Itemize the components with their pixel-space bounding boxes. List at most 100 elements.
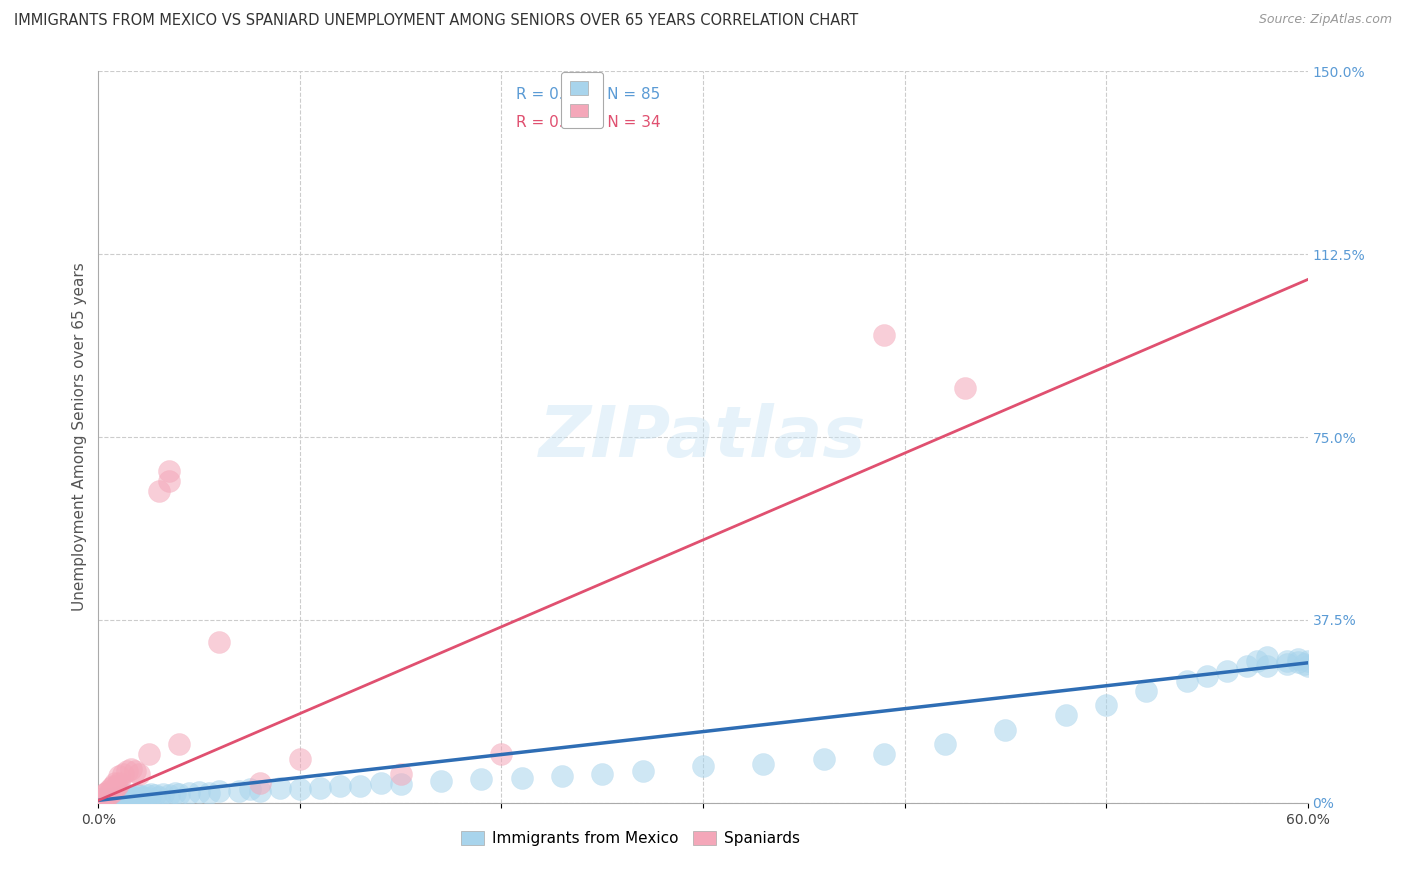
Immigrants from Mexico xyxy=(1296,654,1319,668)
Immigrants from Mexico xyxy=(1277,654,1299,668)
Spaniards xyxy=(100,781,122,796)
Immigrants from Mexico xyxy=(370,776,392,790)
Immigrants from Mexico xyxy=(1277,657,1299,671)
Text: R = 0.578   N = 85: R = 0.578 N = 85 xyxy=(516,87,659,103)
Text: Source: ZipAtlas.com: Source: ZipAtlas.com xyxy=(1258,13,1392,27)
Immigrants from Mexico xyxy=(100,792,122,806)
Spaniards xyxy=(953,381,976,395)
Immigrants from Mexico xyxy=(101,793,124,807)
Immigrants from Mexico xyxy=(128,792,150,806)
Immigrants from Mexico xyxy=(1296,659,1319,673)
Immigrants from Mexico xyxy=(269,781,291,796)
Immigrants from Mexico xyxy=(1175,673,1198,688)
Spaniards xyxy=(96,789,118,804)
Immigrants from Mexico xyxy=(101,792,124,806)
Immigrants from Mexico xyxy=(1195,669,1218,683)
Immigrants from Mexico xyxy=(110,791,132,805)
Immigrants from Mexico xyxy=(813,752,835,766)
Spaniards xyxy=(93,791,115,805)
Immigrants from Mexico xyxy=(124,789,146,804)
Spaniards xyxy=(107,776,129,790)
Spaniards xyxy=(157,474,180,488)
Spaniards xyxy=(89,793,111,807)
Spaniards xyxy=(389,766,412,780)
Immigrants from Mexico xyxy=(152,787,174,801)
Immigrants from Mexico xyxy=(107,793,129,807)
Spaniards xyxy=(120,762,142,776)
Spaniards xyxy=(138,747,160,761)
Immigrants from Mexico xyxy=(430,773,453,788)
Spaniards xyxy=(124,764,146,778)
Immigrants from Mexico xyxy=(148,789,170,804)
Spaniards xyxy=(288,752,311,766)
Immigrants from Mexico xyxy=(1246,654,1268,668)
Immigrants from Mexico xyxy=(1256,649,1278,664)
Spaniards xyxy=(873,327,896,342)
Spaniards xyxy=(97,783,120,797)
Immigrants from Mexico xyxy=(111,789,134,804)
Spaniards xyxy=(167,737,190,751)
Immigrants from Mexico xyxy=(97,792,120,806)
Immigrants from Mexico xyxy=(139,787,162,801)
Immigrants from Mexico xyxy=(128,789,150,803)
Spaniards xyxy=(103,776,125,790)
Immigrants from Mexico xyxy=(228,783,250,797)
Immigrants from Mexico xyxy=(249,783,271,797)
Spaniards xyxy=(91,792,114,806)
Immigrants from Mexico xyxy=(103,791,125,805)
Spaniards xyxy=(208,635,231,649)
Immigrants from Mexico xyxy=(96,792,118,806)
Immigrants from Mexico xyxy=(118,789,141,803)
Spaniards xyxy=(96,786,118,800)
Immigrants from Mexico xyxy=(143,789,166,803)
Immigrants from Mexico xyxy=(389,777,412,791)
Immigrants from Mexico xyxy=(994,723,1017,737)
Immigrants from Mexico xyxy=(118,792,141,806)
Immigrants from Mexico xyxy=(752,756,775,771)
Immigrants from Mexico xyxy=(1256,659,1278,673)
Immigrants from Mexico xyxy=(631,764,654,778)
Immigrants from Mexico xyxy=(1292,657,1315,671)
Legend: Immigrants from Mexico, Spaniards: Immigrants from Mexico, Spaniards xyxy=(453,823,807,854)
Immigrants from Mexico xyxy=(1054,708,1077,723)
Immigrants from Mexico xyxy=(1095,698,1118,713)
Immigrants from Mexico xyxy=(132,789,155,804)
Immigrants from Mexico xyxy=(288,782,311,797)
Text: R = 0.656   N = 34: R = 0.656 N = 34 xyxy=(516,115,661,130)
Immigrants from Mexico xyxy=(107,789,129,804)
Spaniards xyxy=(101,779,124,793)
Immigrants from Mexico xyxy=(692,759,714,773)
Immigrants from Mexico xyxy=(105,793,128,807)
Immigrants from Mexico xyxy=(1135,683,1157,698)
Immigrants from Mexico xyxy=(470,772,492,787)
Immigrants from Mexico xyxy=(349,779,371,793)
Immigrants from Mexico xyxy=(138,791,160,805)
Spaniards xyxy=(111,766,134,780)
Immigrants from Mexico xyxy=(551,769,574,783)
Immigrants from Mexico xyxy=(934,737,956,751)
Immigrants from Mexico xyxy=(510,772,533,786)
Immigrants from Mexico xyxy=(135,789,157,803)
Spaniards xyxy=(491,747,513,761)
Immigrants from Mexico xyxy=(208,783,231,797)
Immigrants from Mexico xyxy=(873,747,896,761)
Immigrants from Mexico xyxy=(1286,652,1309,666)
Immigrants from Mexico xyxy=(91,793,114,807)
Immigrants from Mexico xyxy=(157,789,180,803)
Spaniards xyxy=(93,787,115,801)
Immigrants from Mexico xyxy=(103,793,125,807)
Immigrants from Mexico xyxy=(105,791,128,805)
Immigrants from Mexico xyxy=(198,786,221,800)
Spaniards xyxy=(97,789,120,803)
Spaniards xyxy=(115,764,138,778)
Immigrants from Mexico xyxy=(309,781,332,796)
Spaniards xyxy=(100,786,122,800)
Text: ZIPatlas: ZIPatlas xyxy=(540,402,866,472)
Immigrants from Mexico xyxy=(188,785,211,799)
Immigrants from Mexico xyxy=(1236,659,1258,673)
Immigrants from Mexico xyxy=(100,793,122,807)
Spaniards xyxy=(103,781,125,796)
Immigrants from Mexico xyxy=(111,793,134,807)
Immigrants from Mexico xyxy=(115,789,138,804)
Immigrants from Mexico xyxy=(167,787,190,801)
